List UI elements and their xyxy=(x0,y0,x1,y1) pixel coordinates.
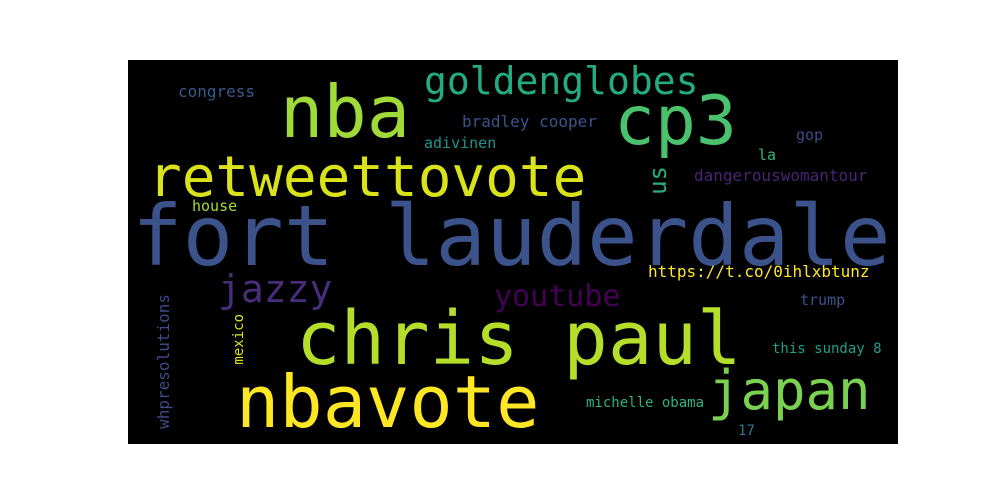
word-nba: nba xyxy=(280,70,411,154)
word-goldenglobes: goldenglobes xyxy=(424,60,699,103)
word-whpresolutions: whpresolutions xyxy=(154,294,173,429)
word-bradley-cooper: bradley cooper xyxy=(462,112,597,131)
word-retweettovote: retweettovote xyxy=(148,145,587,210)
word-michelle-obama: michelle obama xyxy=(586,395,705,411)
word-jazzy: jazzy xyxy=(218,267,333,311)
word-la: la xyxy=(758,146,777,164)
word-nbavote: nbavote xyxy=(236,360,540,444)
word-us: us xyxy=(644,166,672,195)
word-17: 17 xyxy=(738,423,755,439)
word-dangerouswomantour: dangerouswomantour xyxy=(694,166,868,185)
word-cp3: cp3 xyxy=(614,82,737,161)
word-https-t-co-0ihlxbtunz: https://t.co/0ihlxbtunz xyxy=(648,262,870,281)
word-fort-lauderdale: fort lauderdale xyxy=(132,187,891,285)
word-this-sunday-8: this sunday 8 xyxy=(772,341,882,357)
word-congress: congress xyxy=(178,82,256,101)
word-house: house xyxy=(192,197,238,215)
word-youtube: youtube xyxy=(494,279,621,314)
word-gop: gop xyxy=(796,126,824,144)
word-chris-paul: chris paul xyxy=(296,296,742,382)
word-mexico: mexico xyxy=(231,314,247,365)
word-cloud: fort lauderdale chris paul nbavote nba c… xyxy=(128,60,898,444)
word-adivinen: adivinen xyxy=(424,134,497,152)
word-trump: trump xyxy=(800,291,846,309)
word-japan: japan xyxy=(708,359,871,422)
